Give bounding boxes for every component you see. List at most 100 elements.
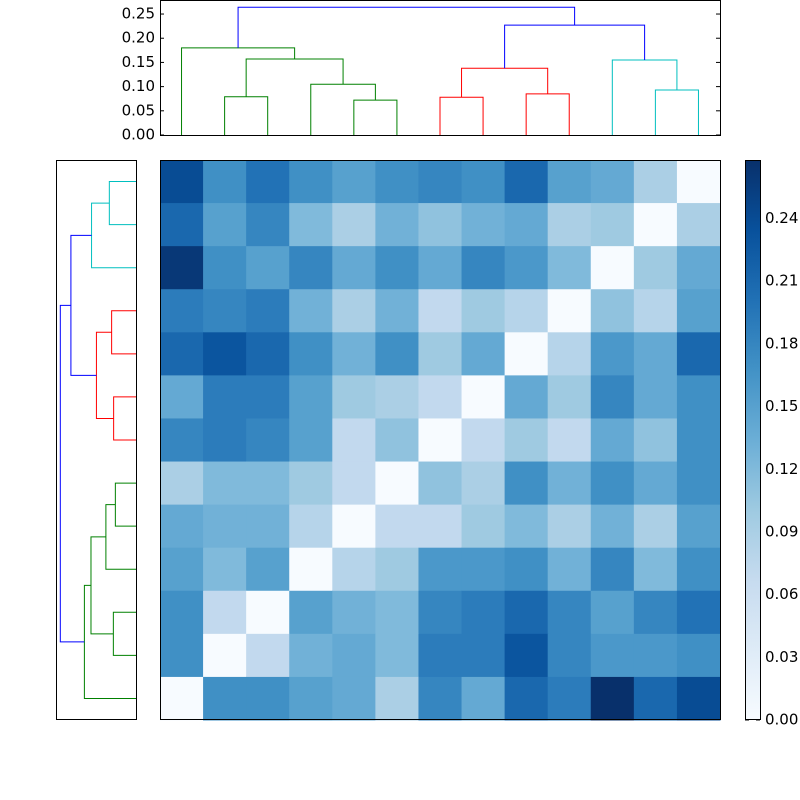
colorbar-tick-label: 0.03	[765, 648, 798, 666]
heatmap-cell	[418, 246, 463, 290]
heatmap-cell	[375, 246, 419, 290]
heatmap-cell	[289, 590, 333, 635]
heatmap-cell	[590, 246, 635, 290]
heatmap-cell	[461, 246, 506, 290]
heatmap-cell	[375, 590, 419, 635]
heatmap-cell	[289, 418, 333, 463]
heatmap-cell	[160, 203, 204, 247]
y-tick-label: 0.00	[122, 126, 155, 144]
heatmap-cell	[633, 375, 678, 419]
colorbar-tick-label: 0.12	[765, 460, 798, 478]
heatmap-cell	[547, 676, 592, 721]
colorbar-tick-label: 0.15	[765, 397, 798, 415]
heatmap-frame	[160, 160, 721, 720]
heatmap-cell	[547, 633, 592, 678]
left-dendrogram-link	[70, 234, 97, 376]
heatmap-cell	[676, 676, 721, 721]
y-tick-label: 0.05	[122, 101, 155, 119]
heatmap-cell	[504, 160, 549, 204]
heatmap-cell	[246, 332, 290, 376]
heatmap-cell	[633, 504, 678, 549]
y-tick-label: 0.10	[122, 77, 155, 95]
heatmap-cell	[547, 461, 592, 506]
heatmap-cell	[246, 547, 290, 592]
left-dendrogram-link	[108, 181, 136, 226]
left-dendrogram-link	[90, 536, 114, 635]
heatmap-cell	[504, 246, 549, 290]
y-tick-label: 0.25	[122, 5, 155, 23]
heatmap-cell	[160, 246, 204, 290]
heatmap-cell	[676, 461, 721, 506]
heatmap-cell	[547, 590, 592, 635]
heatmap-cell	[203, 633, 247, 678]
heatmap-cell	[633, 203, 678, 247]
heatmap-cell	[547, 246, 592, 290]
heatmap-cell	[676, 547, 721, 592]
left-dendrogram-link	[111, 310, 136, 355]
heatmap-cell	[160, 461, 204, 506]
colorbar-tick-label: 0.06	[765, 585, 798, 603]
heatmap-cell	[633, 289, 678, 333]
heatmap-cell	[418, 332, 463, 376]
colorbar-tick-label: 0.18	[765, 334, 798, 352]
heatmap-cell	[461, 504, 506, 549]
heatmap-cell	[375, 375, 419, 419]
heatmap-cell	[590, 289, 635, 333]
heatmap-cell	[289, 461, 333, 506]
heatmap-cell	[633, 246, 678, 290]
heatmap-cell	[590, 461, 635, 506]
heatmap-cell	[332, 547, 376, 592]
left-dendrogram-link	[95, 331, 114, 419]
heatmap-cell	[461, 332, 506, 376]
heatmap-cell	[246, 375, 290, 419]
heatmap-cell	[203, 590, 247, 635]
left-dendrogram-link	[83, 584, 136, 699]
left-dendrogram-link	[91, 202, 136, 269]
heatmap-cell	[332, 246, 376, 290]
heatmap-cell	[461, 676, 506, 721]
heatmap-cell	[160, 375, 204, 419]
heatmap-cell	[332, 332, 376, 376]
heatmap-cell	[203, 246, 247, 290]
heatmap-cell	[160, 160, 204, 204]
heatmap-cell	[332, 590, 376, 635]
left-dendrogram-link	[112, 611, 136, 656]
top-dendrogram-link	[439, 96, 484, 135]
heatmap-cell	[461, 289, 506, 333]
heatmap-cell	[590, 332, 635, 376]
heatmap-cell	[246, 676, 290, 721]
heatmap-cell	[461, 203, 506, 247]
heatmap-cell	[676, 418, 721, 463]
heatmap-cell	[375, 504, 419, 549]
heatmap-cell	[246, 160, 290, 204]
heatmap-cell	[246, 289, 290, 333]
heatmap-cell	[289, 332, 333, 376]
heatmap-cell	[289, 633, 333, 678]
heatmap-cell	[375, 332, 419, 376]
heatmap-cell	[590, 633, 635, 678]
heatmap-cell	[289, 289, 333, 333]
heatmap-cell	[676, 160, 721, 204]
heatmap-cell	[590, 504, 635, 549]
heatmap-cell	[418, 504, 463, 549]
heatmap-cell	[547, 332, 592, 376]
heatmap-cell	[289, 160, 333, 204]
heatmap-cell	[375, 633, 419, 678]
heatmap-cell	[418, 590, 463, 635]
heatmap-cell	[246, 504, 290, 549]
top-dendrogram-link	[237, 6, 576, 48]
heatmap-cell	[160, 676, 204, 721]
heatmap-cell	[418, 633, 463, 678]
heatmap-cell	[160, 590, 204, 635]
heatmap-cell	[504, 633, 549, 678]
top-dendrogram-link	[461, 67, 549, 98]
heatmap-cell	[203, 203, 247, 247]
heatmap-cell	[461, 160, 506, 204]
heatmap-cell	[375, 289, 419, 333]
heatmap-cell	[203, 547, 247, 592]
left-dendrogram-frame	[56, 160, 137, 720]
heatmap-cell	[375, 203, 419, 247]
top-dendrogram-link	[504, 24, 646, 69]
heatmap-cell	[633, 332, 678, 376]
heatmap-cell	[461, 633, 506, 678]
